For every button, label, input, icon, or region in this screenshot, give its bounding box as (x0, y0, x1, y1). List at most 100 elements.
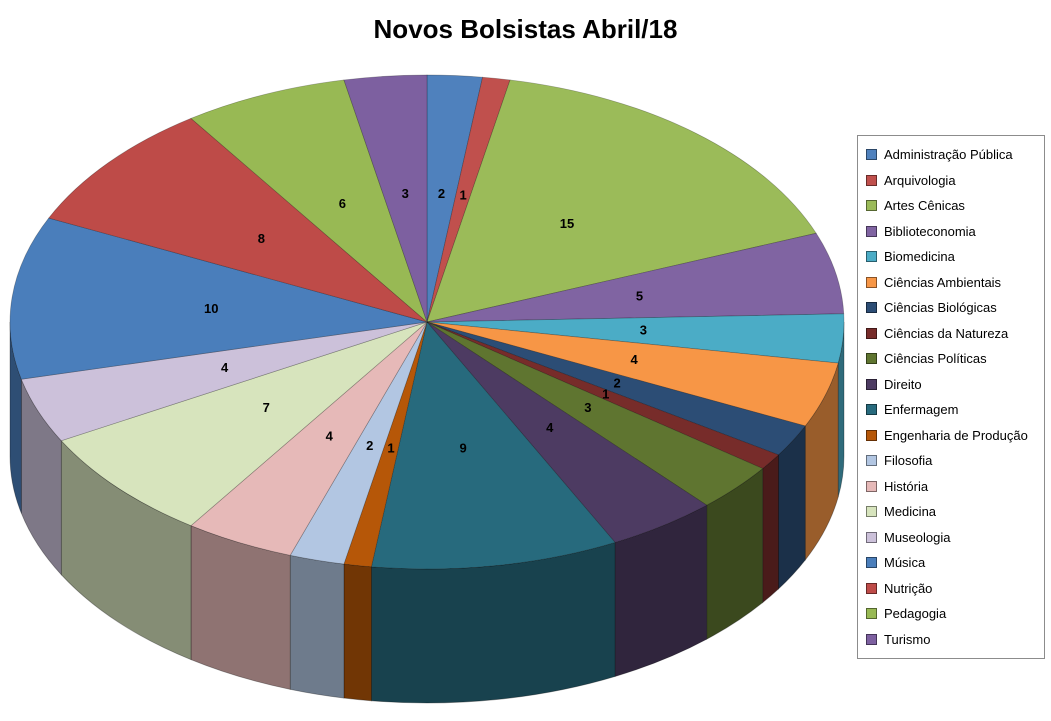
legend-item: Biomedicina (866, 244, 1040, 269)
data-label: 8 (258, 231, 265, 246)
legend-item: Ciências Biológicas (866, 295, 1040, 320)
legend-label: Artes Cênicas (884, 198, 965, 214)
legend-label: Turismo (884, 631, 931, 647)
data-label: 15 (560, 216, 574, 231)
legend-swatch (866, 353, 877, 365)
legend: Administração Pública Arquivologia Artes C… (857, 135, 1045, 659)
legend-label: Pedagogia (884, 606, 947, 622)
legend-item: Filosofia (866, 448, 1040, 473)
pie-slice (343, 321, 428, 568)
pie-slice (190, 79, 428, 324)
chart-title: Novos Bolsistas Abril/18 (373, 14, 678, 44)
pie-slice (48, 117, 428, 323)
legend-item: Medicina (866, 499, 1040, 524)
legend-item: Ciências Políticas (866, 346, 1040, 371)
legend-item: Artes Cênicas (866, 193, 1040, 218)
legend-label: Ciências da Natureza (884, 325, 1009, 341)
legend-swatch (866, 633, 877, 645)
legend-item: Nutrição (866, 576, 1040, 601)
data-label: 4 (221, 360, 229, 375)
data-label: 3 (640, 323, 647, 338)
legend-item: Biblioteconomia (866, 219, 1040, 244)
legend-swatch (866, 302, 877, 314)
data-label: 2 (438, 186, 445, 201)
legend-swatch (866, 200, 877, 212)
pie-slice (426, 313, 845, 364)
data-label: 1 (387, 441, 394, 456)
legend-label: Ciências Ambientais (884, 274, 1002, 290)
pie-slice (190, 321, 428, 556)
legend-item: Enfermagem (866, 397, 1040, 422)
legend-label: Biblioteconomia (884, 223, 976, 239)
legend-label: Engenharia de Produção (884, 427, 1028, 443)
data-label: 7 (263, 400, 270, 415)
pie-slice (426, 232, 845, 323)
legend-label: Enfermagem (884, 402, 959, 418)
legend-item: Ciências da Natureza (866, 321, 1040, 346)
pie-slice (60, 321, 428, 527)
pie-slice (426, 76, 511, 323)
legend-label: Arquivologia (884, 172, 956, 188)
data-label: 4 (630, 352, 638, 367)
data-label: 3 (584, 400, 591, 415)
legend-label: Ciências Políticas (884, 351, 987, 367)
legend-swatch (866, 480, 877, 492)
legend-item: Ciências Ambientais (866, 270, 1040, 295)
legend-label: Ciências Biológicas (884, 300, 997, 316)
legend-swatch (866, 455, 877, 467)
pie-slice (9, 217, 428, 380)
legend-swatch (866, 404, 877, 416)
legend-label: Biomedicina (884, 249, 955, 265)
legend-label: Música (884, 555, 926, 571)
legend-swatch (866, 557, 877, 569)
legend-label: Filosofia (884, 453, 933, 469)
legend-swatch (866, 276, 877, 288)
legend-swatch (866, 378, 877, 390)
pie-slice (289, 321, 428, 565)
legend-swatch (866, 251, 877, 263)
data-label: 2 (366, 438, 373, 453)
data-label: 4 (546, 420, 554, 435)
data-label: 6 (339, 196, 346, 211)
pie-slice (426, 321, 764, 506)
legend-label: Museologia (884, 529, 951, 545)
pie-slice (20, 321, 428, 442)
data-label: 1 (602, 387, 609, 402)
legend-swatch (866, 327, 877, 339)
pie-slice (426, 321, 708, 543)
pie-slice (426, 74, 484, 323)
legend-label: Nutrição (884, 580, 933, 596)
pie-slice (426, 321, 806, 456)
pie-slice (426, 79, 817, 323)
legend-swatch (866, 225, 877, 237)
legend-swatch (866, 149, 877, 160)
data-label: 1 (459, 187, 466, 202)
pie-slice (426, 321, 780, 469)
legend-label: Administração Pública (884, 147, 1013, 162)
legend-label: História (884, 478, 929, 494)
legend-item: Administração Pública (866, 142, 1040, 167)
data-label: 2 (614, 376, 621, 391)
pie-slice-side (343, 563, 372, 702)
legend-item: Engenharia de Produção (866, 423, 1040, 448)
legend-item: Música (866, 550, 1040, 575)
legend-swatch (866, 174, 877, 186)
data-label: 3 (402, 186, 409, 201)
legend-swatch (866, 429, 877, 441)
legend-swatch (866, 608, 877, 620)
data-label: 10 (204, 301, 218, 316)
data-label: 5 (636, 288, 643, 303)
legend-item: Turismo (866, 627, 1040, 652)
legend-label: Direito (884, 376, 922, 392)
legend-item: Pedagogia (866, 601, 1040, 626)
pie-slice-side (762, 453, 779, 604)
legend-item: Arquivologia (866, 168, 1040, 193)
data-label: 4 (326, 429, 334, 444)
legend-item: Direito (866, 372, 1040, 397)
pie-slice (426, 321, 839, 427)
pie-slice (343, 74, 428, 323)
legend-label: Medicina (884, 504, 937, 520)
pie-slice (370, 321, 616, 570)
legend-item: Museologia (866, 525, 1040, 550)
pie-slice-side (289, 554, 345, 699)
